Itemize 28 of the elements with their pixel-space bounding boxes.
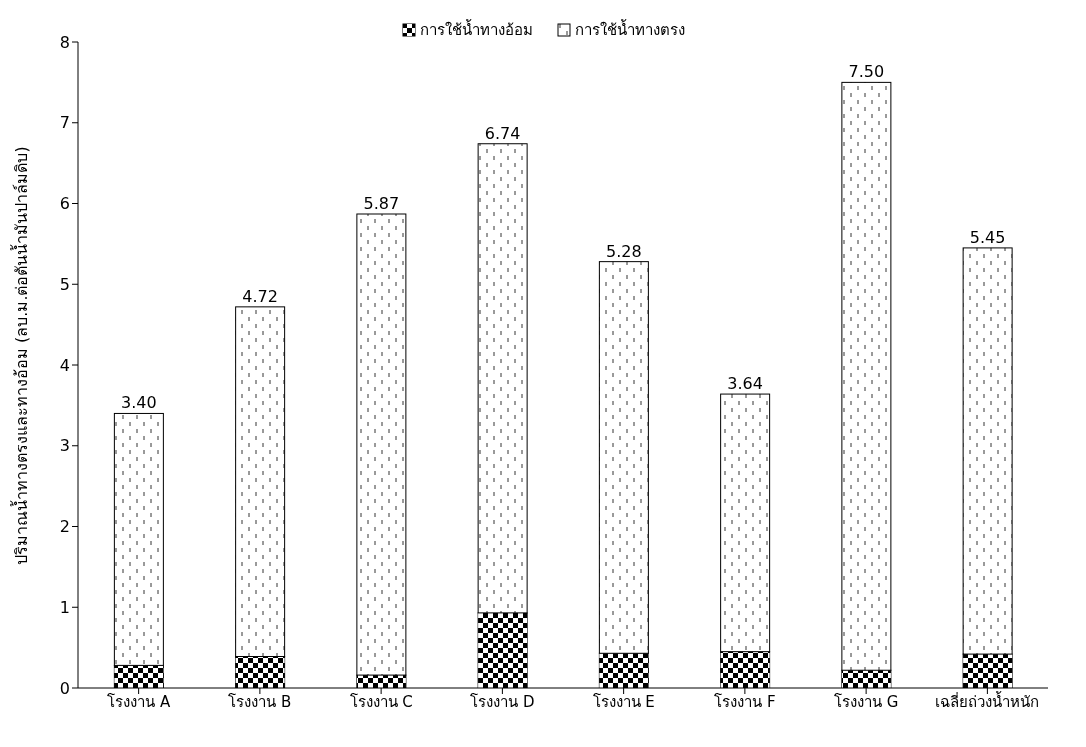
x-tick-label: โรงงาน A <box>107 692 171 711</box>
total-label: 4.72 <box>242 286 278 306</box>
x-tick-label: โรงงาน E <box>592 692 655 711</box>
y-tick-label: 7 <box>59 113 70 133</box>
x-tick-label: โรงงาน D <box>470 692 535 711</box>
y-tick-label: 0 <box>59 678 70 698</box>
x-tick-label: โรงงาน F <box>714 692 776 711</box>
total-label: 5.87 <box>363 194 400 213</box>
total-label: 5.28 <box>606 241 642 261</box>
total-label: 5.45 <box>969 227 1006 247</box>
y-tick-label: 8 <box>59 32 70 52</box>
y-axis-title: ปริมาณน้ำทางตรงและทางอ้อม (ลบ.ม.ต่อตันน้ำมันปาล์มดิบ) <box>9 146 31 565</box>
total-label: 7.50 <box>848 62 885 82</box>
x-tick-label: เฉลี่ยถ่วงน้ำหนัก <box>935 690 1040 711</box>
y-tick-label: 6 <box>59 194 70 214</box>
y-tick-label: 2 <box>59 517 70 537</box>
y-tick-label: 5 <box>59 274 70 294</box>
legend-label: การใช้น้ำทางตรง <box>573 18 685 41</box>
x-tick-label: โรงงาน G <box>833 692 899 711</box>
x-tick-label: โรงงาน C <box>349 692 413 711</box>
x-tick-label: โรงงาน B <box>228 692 292 711</box>
total-label: 3.64 <box>727 374 763 394</box>
y-tick-label: 1 <box>59 597 70 617</box>
legend-label: การใช้น้ำทางอ้อม <box>418 18 533 41</box>
total-label: 3.40 <box>121 393 157 413</box>
total-label: 6.74 <box>484 123 521 143</box>
y-tick-label: 4 <box>59 355 70 375</box>
y-tick-label: 3 <box>59 436 70 456</box>
